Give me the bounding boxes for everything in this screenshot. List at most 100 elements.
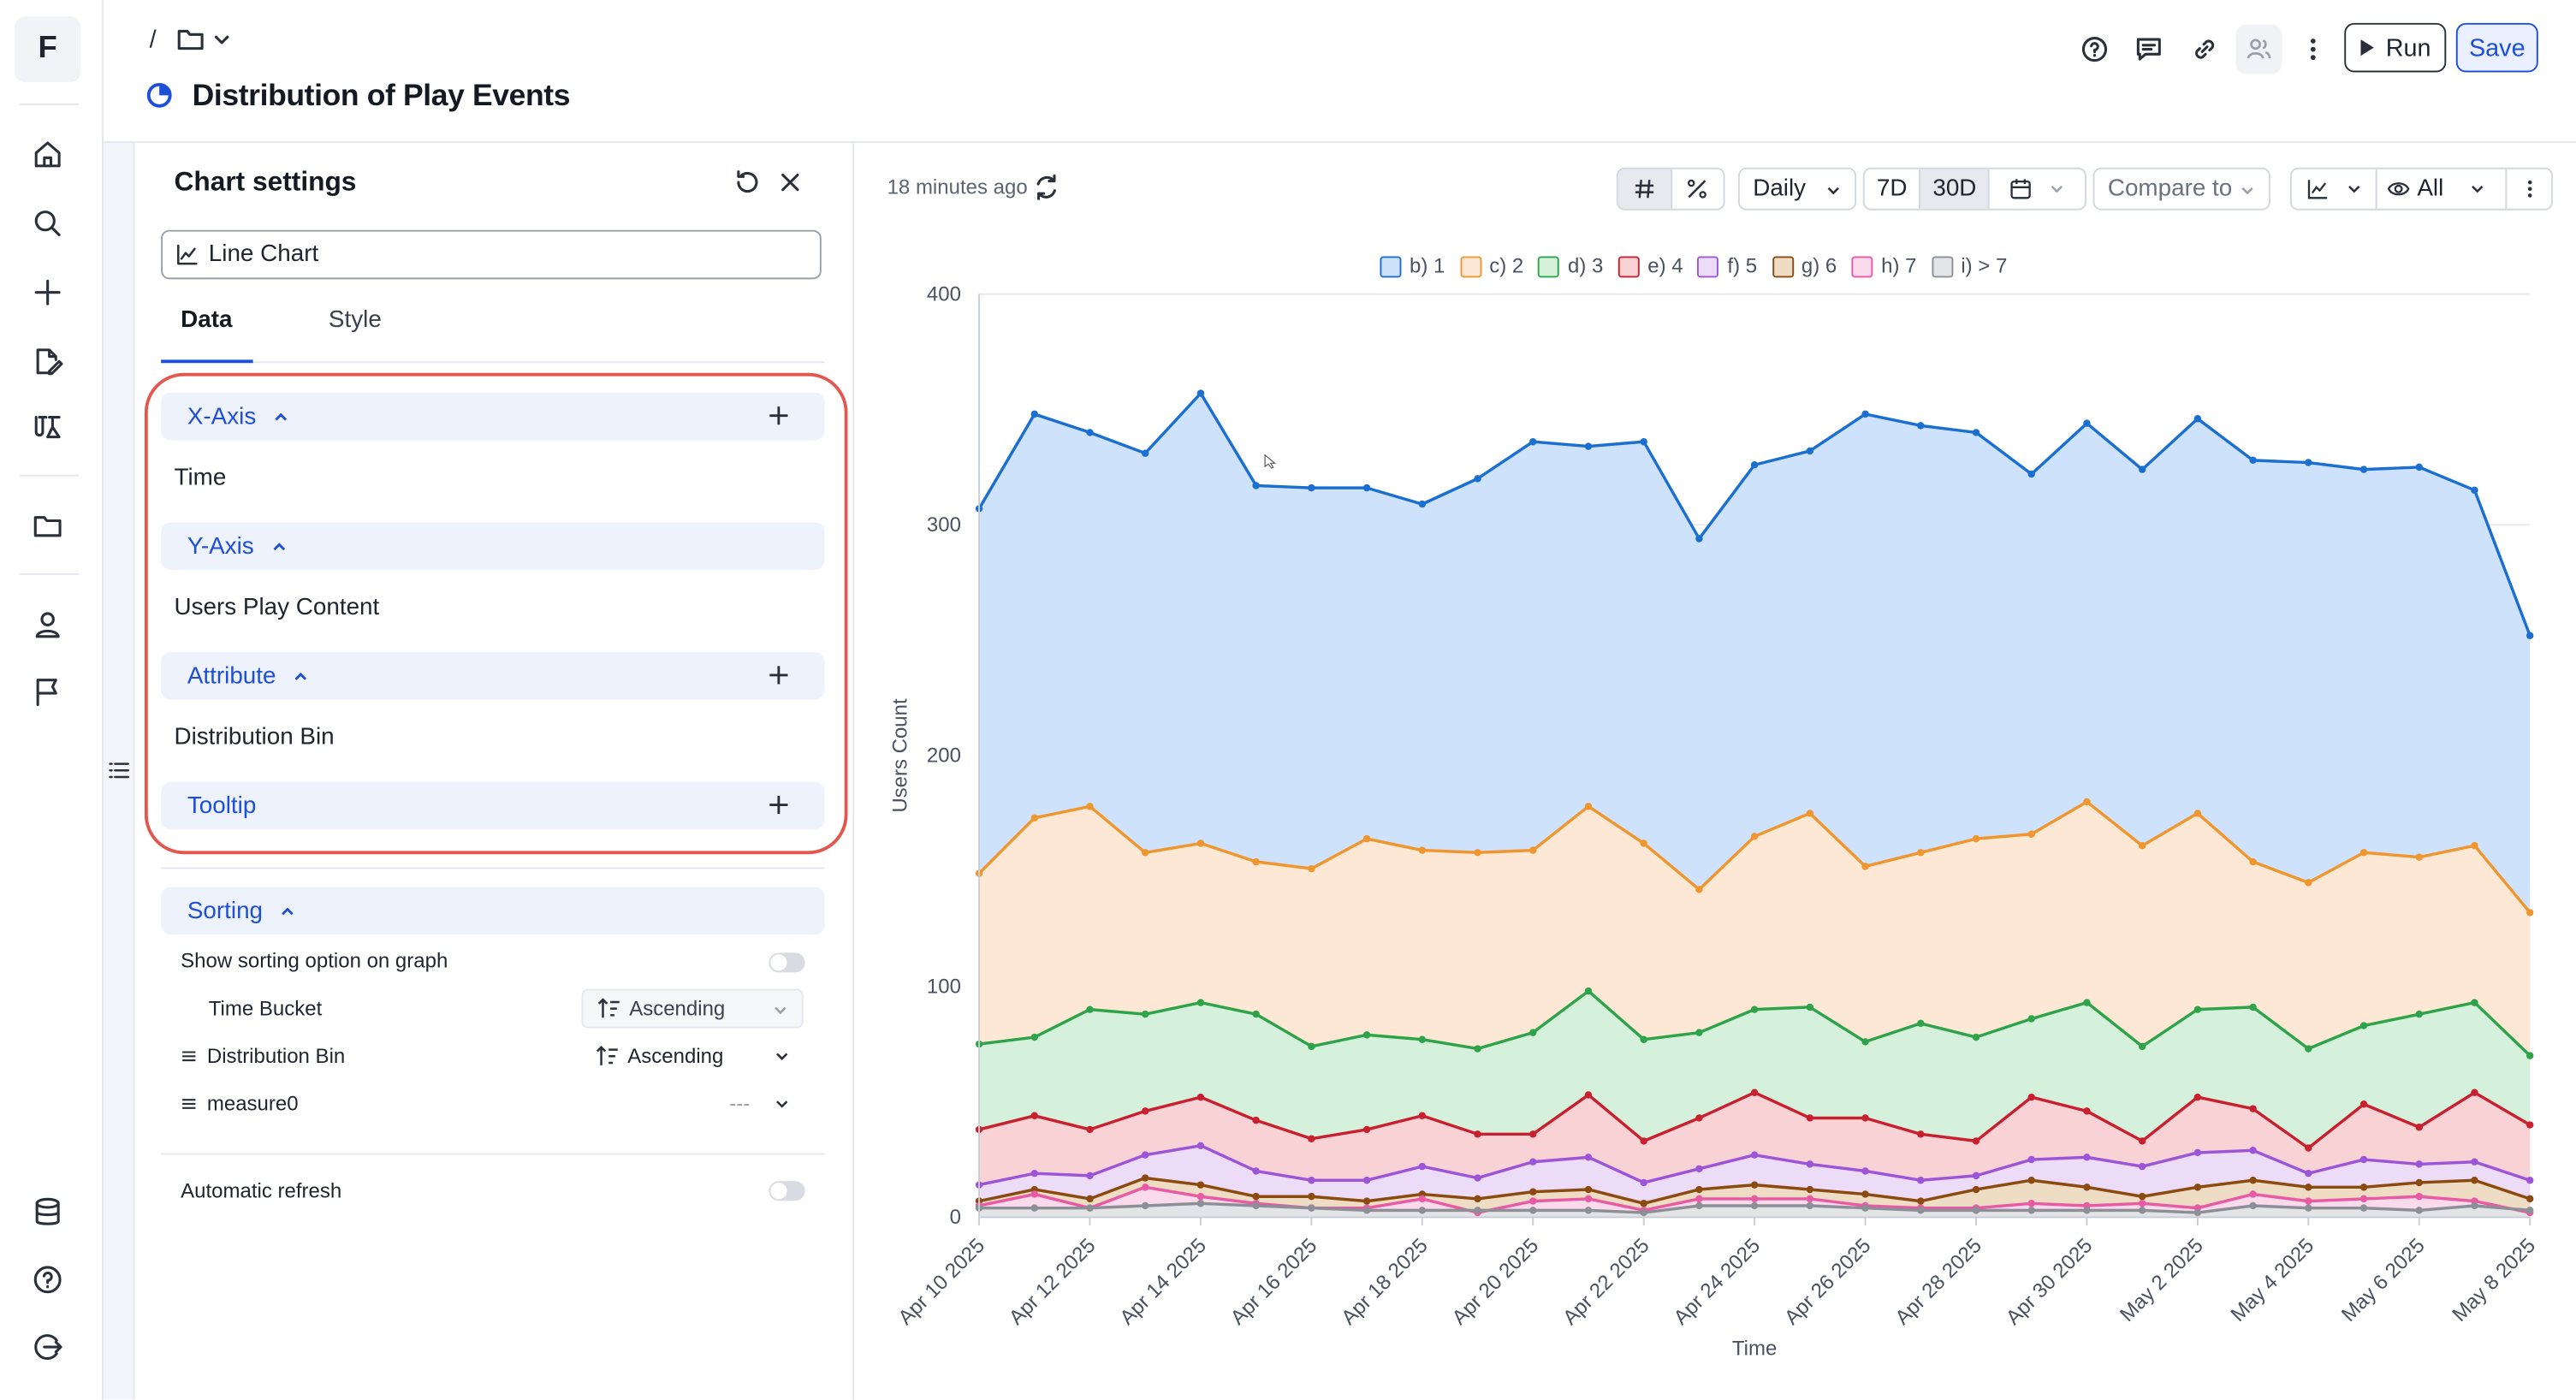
data-point[interactable]: [2138, 1042, 2146, 1051]
data-point[interactable]: [1030, 1169, 1039, 1178]
reset-icon[interactable]: [733, 168, 763, 198]
data-point[interactable]: [1030, 1204, 1039, 1212]
data-point[interactable]: [1584, 1185, 1593, 1194]
data-point[interactable]: [2471, 999, 2478, 1006]
data-point[interactable]: [2138, 1200, 2146, 1207]
user-icon[interactable]: [28, 604, 68, 644]
data-point[interactable]: [2415, 1010, 2423, 1018]
data-point[interactable]: [1806, 810, 1814, 817]
data-point[interactable]: [1030, 410, 1039, 418]
data-point[interactable]: [1584, 987, 1593, 995]
data-point[interactable]: [1529, 1188, 1537, 1195]
data-point[interactable]: [1086, 1125, 1094, 1134]
data-point[interactable]: [1362, 1031, 1371, 1039]
data-point[interactable]: [1972, 1185, 1980, 1194]
data-point[interactable]: [1917, 1197, 1925, 1205]
data-point[interactable]: [2193, 1093, 2202, 1101]
chart-more-options-icon[interactable]: [2506, 169, 2551, 209]
legend-item[interactable]: b) 1: [1380, 252, 1445, 282]
data-point[interactable]: [2305, 1197, 2312, 1205]
data-point[interactable]: [1418, 1162, 1427, 1171]
data-point[interactable]: [1806, 1195, 1814, 1203]
data-point[interactable]: [1529, 846, 1537, 854]
data-point[interactable]: [1362, 1197, 1371, 1205]
data-point[interactable]: [1640, 1208, 1647, 1217]
data-point[interactable]: [1861, 863, 1869, 870]
save-button[interactable]: Save: [2455, 22, 2538, 73]
absolute-values-icon[interactable]: [1617, 169, 1671, 209]
app-logo[interactable]: F: [15, 16, 81, 82]
data-point[interactable]: [2415, 463, 2423, 472]
attribute-value[interactable]: Distribution Bin: [174, 724, 335, 751]
data-point[interactable]: [1086, 1172, 1094, 1180]
data-point[interactable]: [2359, 1155, 2368, 1164]
search-icon[interactable]: [28, 204, 68, 243]
data-point[interactable]: [1474, 1207, 1481, 1214]
drag-handle-icon[interactable]: [181, 1048, 197, 1065]
data-point[interactable]: [1418, 1207, 1427, 1214]
automatic-refresh-toggle[interactable]: [769, 1181, 805, 1201]
data-point[interactable]: [1750, 1089, 1759, 1097]
data-point[interactable]: [2526, 1207, 2534, 1214]
data-point[interactable]: [2305, 1204, 2312, 1212]
data-point[interactable]: [1695, 1195, 1703, 1203]
data-point[interactable]: [2471, 486, 2478, 495]
data-point[interactable]: [2193, 1006, 2202, 1013]
data-point[interactable]: [1196, 999, 1205, 1006]
list-toggle-icon[interactable]: [109, 761, 130, 780]
tooltip-section-header[interactable]: Tooltip: [161, 781, 825, 830]
data-point[interactable]: [1695, 535, 1703, 543]
data-point[interactable]: [1806, 1201, 1814, 1210]
more-options-icon[interactable]: [2297, 25, 2330, 74]
data-point[interactable]: [1418, 1195, 1427, 1203]
x-axis-value[interactable]: Time: [174, 465, 227, 491]
custom-date-button[interactable]: [1988, 169, 2085, 209]
data-point[interactable]: [1418, 1035, 1427, 1043]
sort-row[interactable]: measure0: [181, 1093, 299, 1115]
data-point[interactable]: [1640, 839, 1647, 847]
add-tooltip-icon[interactable]: [766, 792, 792, 818]
data-point[interactable]: [2359, 849, 2368, 857]
data-point[interactable]: [2415, 853, 2423, 861]
data-point[interactable]: [1142, 1151, 1149, 1159]
data-point[interactable]: [1030, 1190, 1039, 1198]
data-point[interactable]: [2471, 841, 2478, 850]
data-point[interactable]: [1308, 1177, 1315, 1184]
data-point[interactable]: [1917, 422, 1925, 430]
data-point[interactable]: [1584, 1091, 1593, 1099]
data-point[interactable]: [1030, 1112, 1039, 1119]
data-point[interactable]: [2138, 1192, 2146, 1201]
x-axis-section-header[interactable]: X-Axis: [161, 392, 825, 441]
data-point[interactable]: [1695, 1185, 1703, 1194]
data-point[interactable]: [1750, 1151, 1759, 1159]
add-icon[interactable]: [28, 273, 68, 312]
distribution-bin-sort-select[interactable]: Ascending: [582, 1036, 804, 1076]
data-point[interactable]: [1695, 1201, 1703, 1210]
data-point[interactable]: [1142, 1010, 1149, 1018]
data-point[interactable]: [1142, 1107, 1149, 1115]
data-point[interactable]: [2415, 1124, 2423, 1131]
data-point[interactable]: [2471, 1158, 2478, 1166]
data-point[interactable]: [1196, 839, 1205, 847]
y-axis-section-header[interactable]: Y-Axis: [161, 522, 825, 571]
data-point[interactable]: [1030, 814, 1039, 822]
time-bucket-sort-select[interactable]: Ascending: [581, 988, 804, 1029]
data-point[interactable]: [1917, 1130, 1925, 1138]
legend-item[interactable]: d) 3: [1538, 252, 1603, 282]
data-point[interactable]: [1750, 1181, 1759, 1189]
data-point[interactable]: [2526, 1121, 2534, 1129]
data-point[interactable]: [1750, 833, 1759, 840]
data-point[interactable]: [2138, 466, 2146, 473]
data-point[interactable]: [1584, 803, 1593, 810]
data-point[interactable]: [2027, 830, 2035, 838]
data-point[interactable]: [2138, 1137, 2146, 1145]
data-point[interactable]: [1584, 442, 1593, 450]
data-point[interactable]: [1086, 429, 1094, 436]
data-point[interactable]: [2083, 419, 2091, 427]
data-point[interactable]: [1750, 1195, 1759, 1203]
data-point[interactable]: [1806, 1160, 1814, 1168]
legend-item[interactable]: f) 5: [1697, 252, 1757, 282]
add-attribute-icon[interactable]: [766, 662, 792, 689]
data-point[interactable]: [2027, 470, 2035, 478]
data-point[interactable]: [1861, 1167, 1869, 1175]
